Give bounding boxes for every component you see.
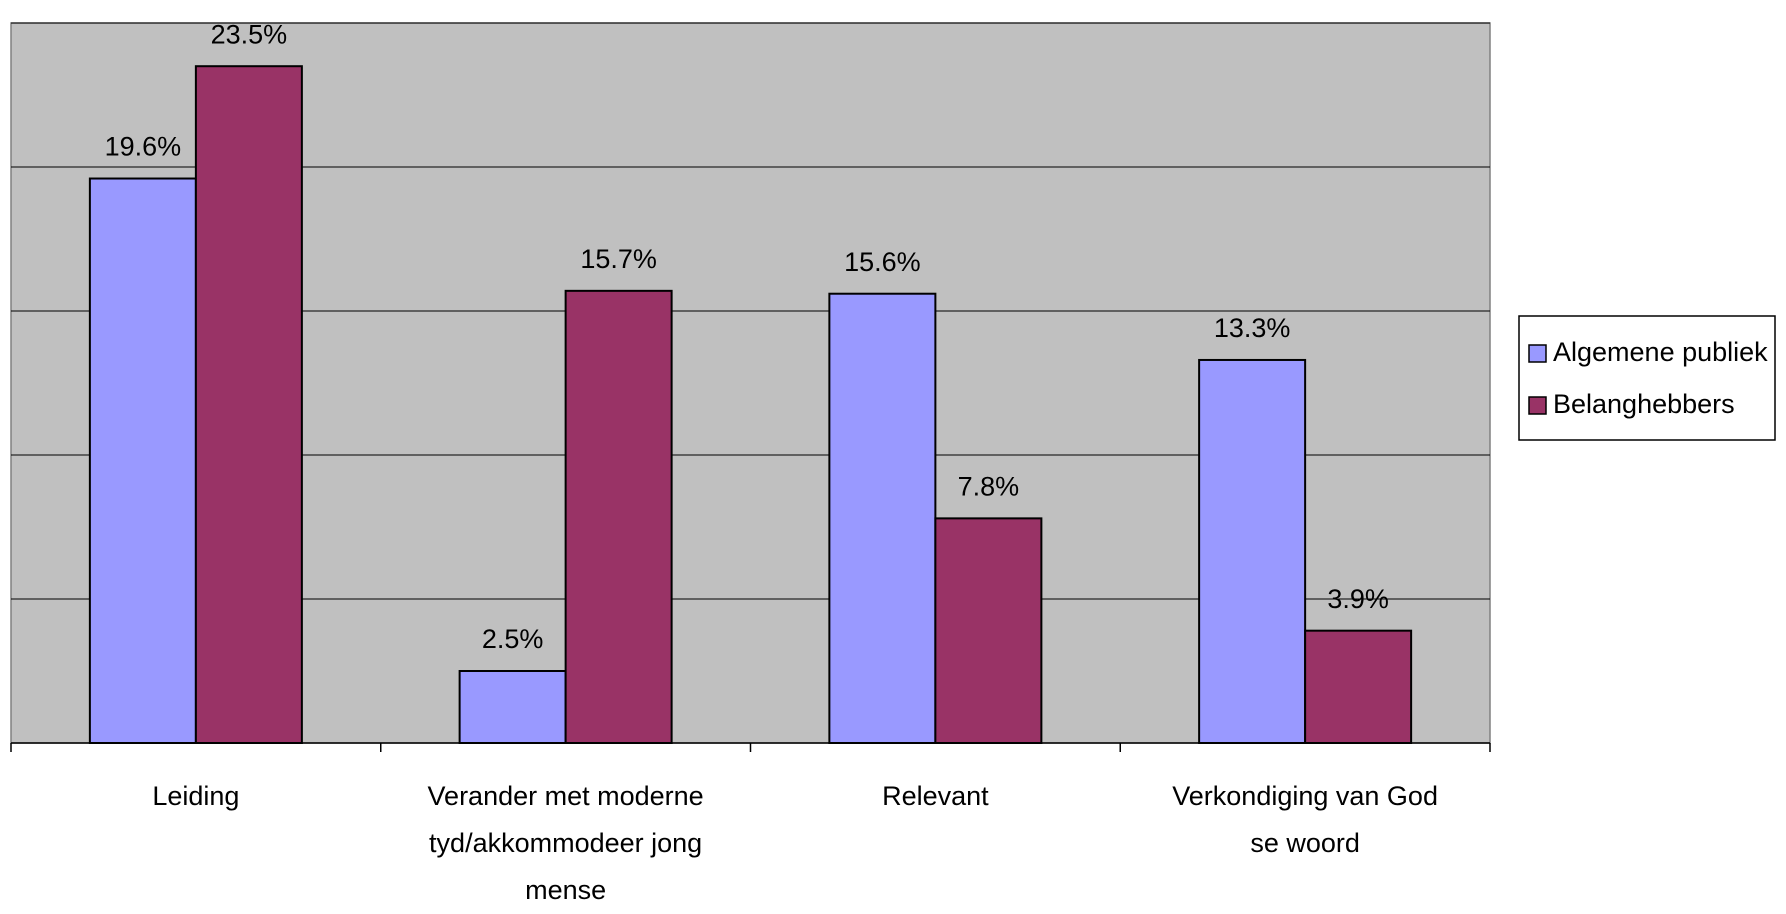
data-label: 15.6% <box>844 247 921 277</box>
legend-label: Algemene publiek <box>1553 337 1768 367</box>
legend-swatch <box>1528 396 1547 415</box>
bar <box>194 65 303 744</box>
legend-box <box>1518 315 1776 441</box>
data-label: 2.5% <box>482 624 544 654</box>
data-label: 19.6% <box>105 132 182 162</box>
data-label: 13.3% <box>1214 313 1291 343</box>
x-tick-label: Relevant <box>882 781 989 811</box>
bar <box>564 289 673 744</box>
data-label: 3.9% <box>1327 584 1389 614</box>
bar <box>828 292 937 744</box>
x-tick-label: Verkondiging van God se woord <box>1172 781 1438 858</box>
x-tick-label: Leiding <box>152 781 240 811</box>
data-label: 23.5% <box>211 19 288 49</box>
data-label: 7.8% <box>958 471 1020 501</box>
bar <box>458 670 567 744</box>
legend-swatch <box>1528 344 1547 363</box>
data-label: 15.7% <box>580 244 657 274</box>
bar <box>88 177 197 744</box>
legend-label: Belanghebbers <box>1553 389 1735 419</box>
bar <box>1304 629 1413 744</box>
bar <box>934 517 1043 744</box>
x-tick-label: Verander met moderne tyd/akkommodeer jon… <box>427 781 704 905</box>
bar <box>1198 358 1307 744</box>
